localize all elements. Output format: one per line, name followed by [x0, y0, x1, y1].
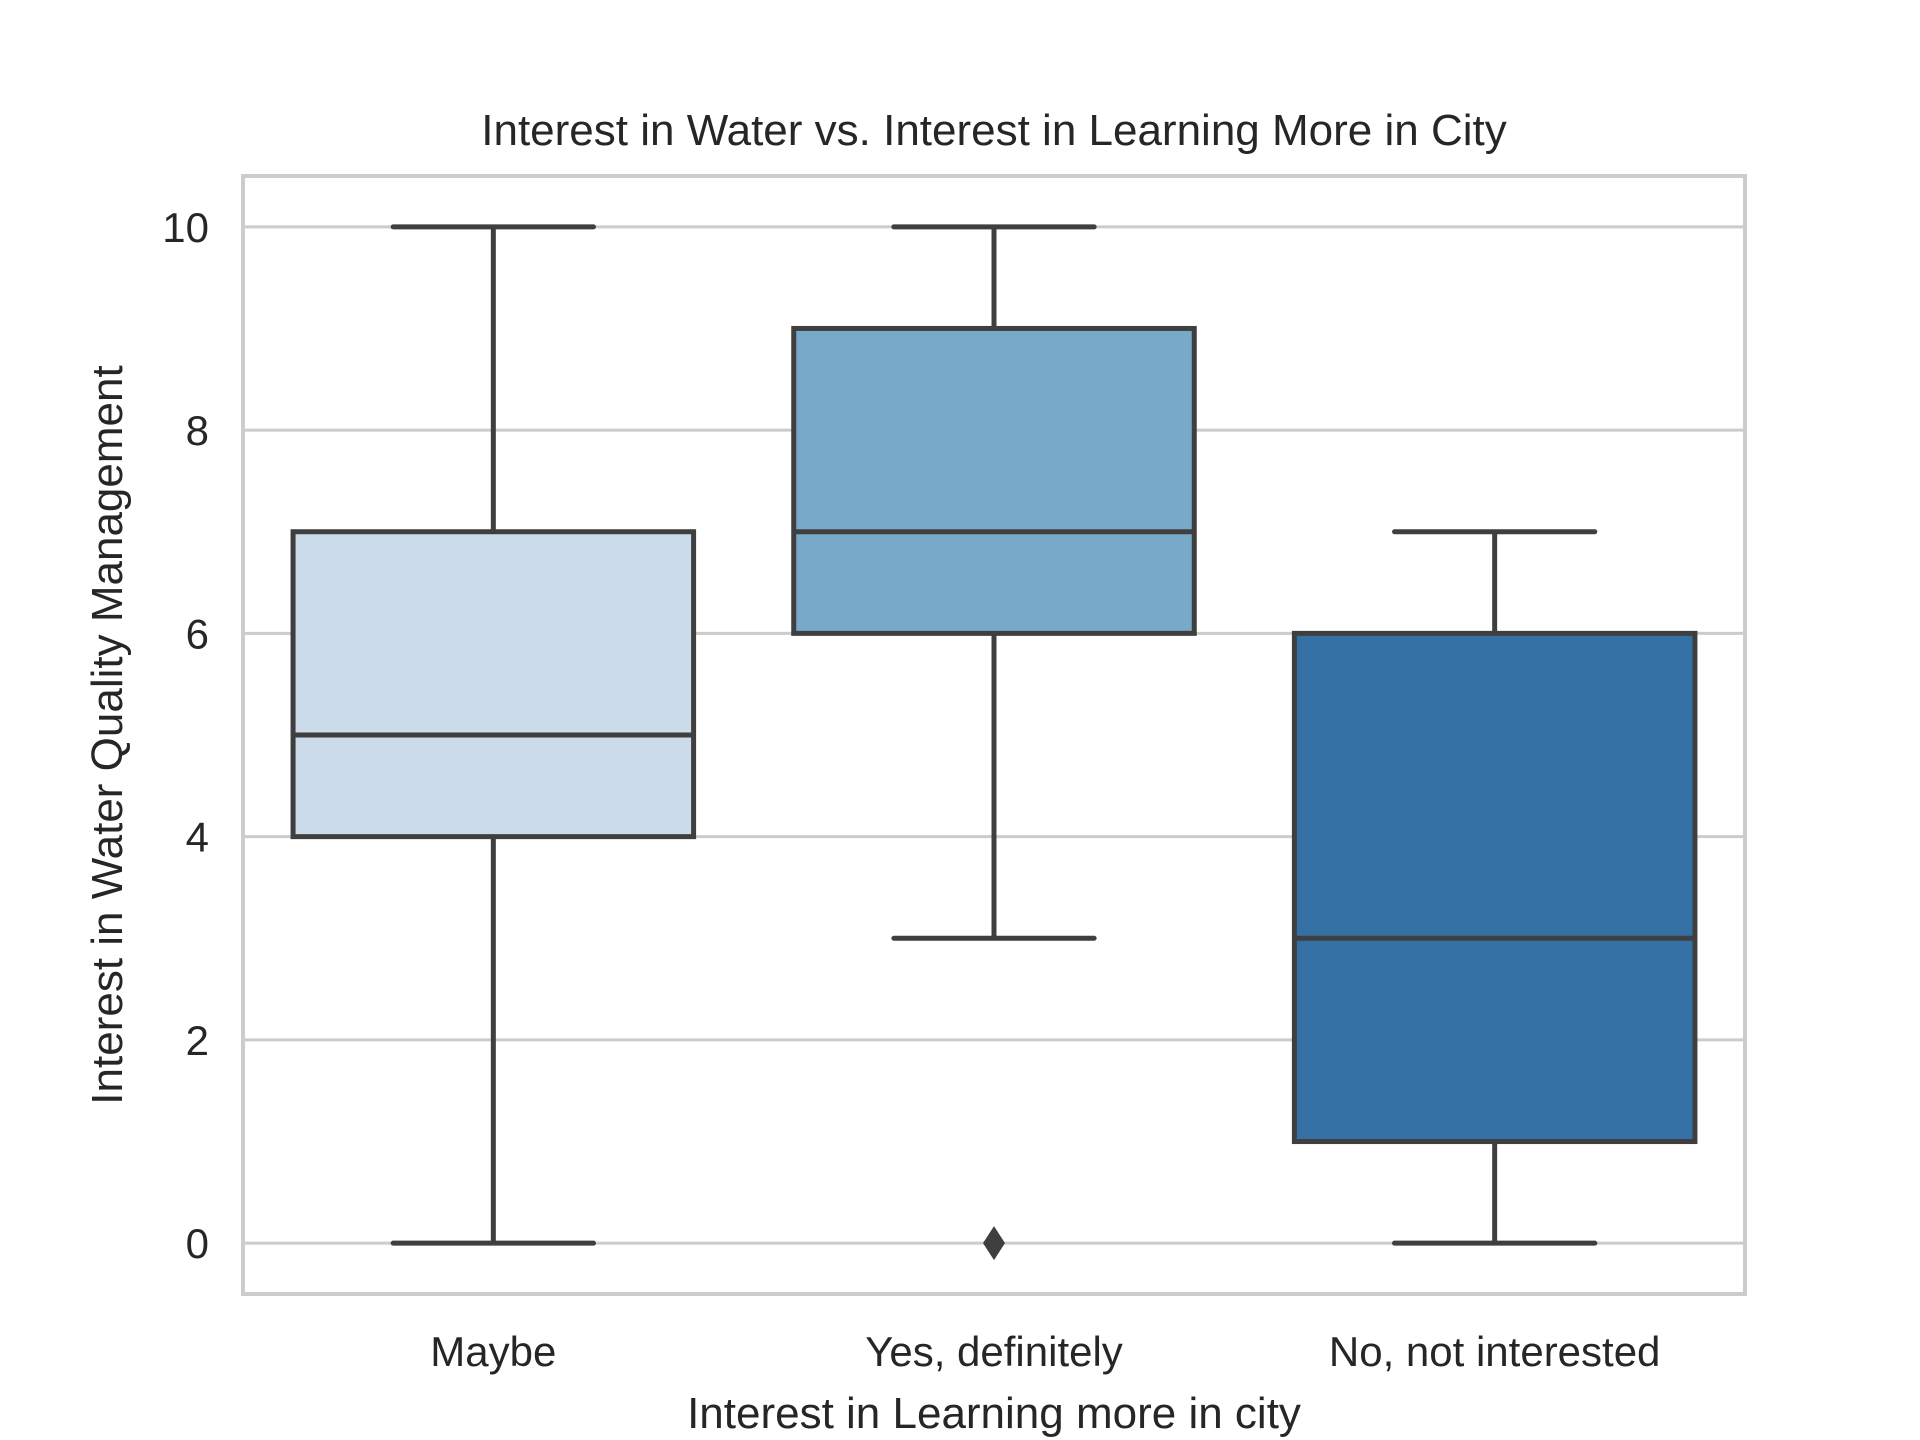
box-2 [791, 224, 1197, 1261]
y-tick-label-10: 10 [162, 204, 209, 251]
plot-frame [241, 174, 1747, 1296]
iqr-box [791, 325, 1197, 636]
x-tick-label-3: No, not interested [1329, 1328, 1661, 1375]
iqr-box [290, 529, 697, 840]
iqr-box [1291, 630, 1698, 1145]
y-tick-label-0: 0 [186, 1220, 209, 1267]
y-tick-label-2: 2 [186, 1017, 209, 1064]
outlier-point [983, 1226, 1005, 1261]
x-tick-label-2: Yes, definitely [865, 1328, 1123, 1375]
x-axis-label: Interest in Learning more in city [687, 1389, 1301, 1438]
y-tick-label-8: 8 [186, 407, 209, 454]
boxes [290, 224, 1698, 1261]
y-axis-label: Interest in Water Quality Management [83, 365, 132, 1104]
x-tick-label-1: Maybe [430, 1328, 556, 1375]
y-tick-label-4: 4 [186, 814, 209, 861]
box-3 [1291, 529, 1698, 1246]
chart-title: Interest in Water vs. Interest in Learni… [481, 106, 1506, 155]
box-1 [290, 224, 697, 1246]
tick-labels: 0 2 4 6 8 10 Maybe Yes, definitely No, not inter… [162, 204, 1660, 1375]
y-tick-label-6: 6 [186, 610, 209, 657]
